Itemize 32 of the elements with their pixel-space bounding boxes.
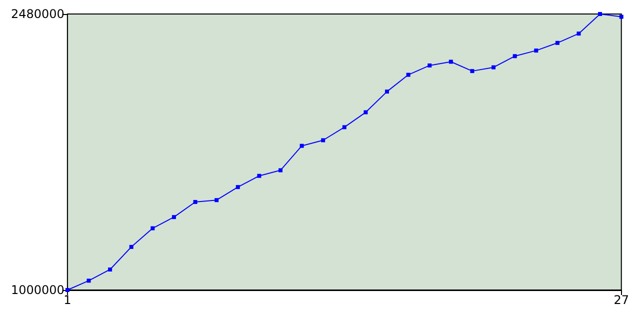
point: [406, 72, 410, 77]
point: [576, 32, 581, 36]
point: [65, 288, 70, 292]
point: [492, 65, 496, 70]
point: [364, 110, 368, 114]
point: [428, 63, 432, 68]
point: [534, 48, 538, 53]
point: [236, 185, 240, 190]
point: [619, 14, 624, 19]
point: [257, 174, 262, 178]
y-tick-label: 2480000: [10, 7, 64, 21]
point: [108, 267, 112, 272]
point: [193, 200, 198, 204]
line-series: [65, 12, 624, 292]
point: [385, 90, 390, 94]
point: [598, 12, 602, 16]
x-tick-label: 1: [64, 293, 72, 307]
point: [129, 244, 134, 249]
point: [321, 138, 326, 142]
x-tick-label: 27: [614, 293, 630, 307]
point: [86, 278, 91, 283]
point: [470, 69, 474, 74]
y-tick-label: 1000000: [10, 283, 64, 297]
point: [278, 168, 282, 172]
point: [214, 198, 219, 202]
point: [448, 60, 453, 64]
point: [300, 144, 304, 148]
point: [555, 40, 560, 45]
point: [150, 226, 155, 230]
point: [512, 54, 517, 58]
point: [172, 215, 176, 220]
point: [342, 125, 346, 130]
